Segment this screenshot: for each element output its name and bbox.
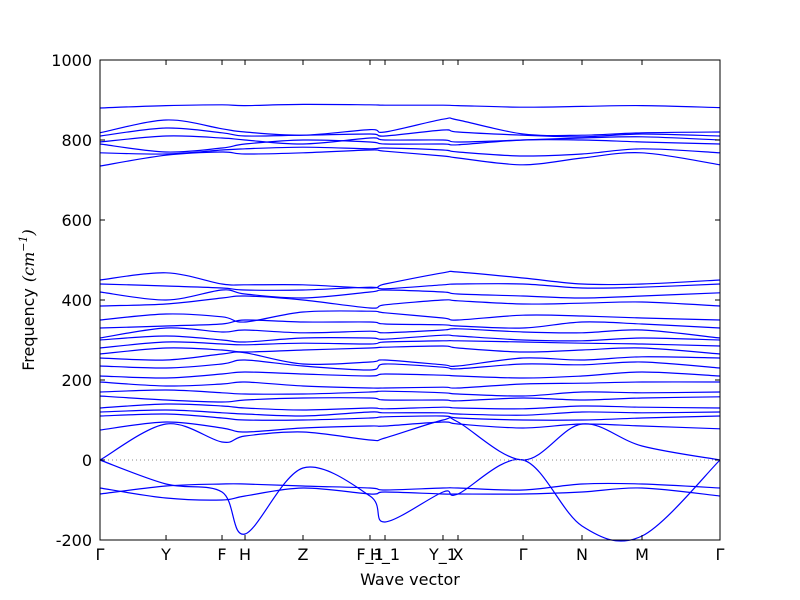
band-line bbox=[99, 310, 721, 323]
band-line bbox=[99, 295, 721, 309]
band-line bbox=[99, 409, 721, 417]
y-tick-label: -200 bbox=[56, 531, 92, 550]
band-line bbox=[99, 416, 721, 461]
band-line bbox=[99, 458, 721, 542]
y-axis-title-text: Frequency bbox=[19, 288, 38, 371]
x-tick-label: Y bbox=[160, 545, 171, 564]
x-tick-label: X bbox=[453, 545, 464, 564]
y-tick-label: 1000 bbox=[51, 51, 92, 70]
band-line bbox=[99, 149, 721, 167]
band-line bbox=[99, 117, 721, 137]
x-tick-label: M bbox=[635, 545, 649, 564]
band-line bbox=[99, 103, 721, 109]
x-tick-label: Γ bbox=[716, 545, 725, 564]
band-line bbox=[99, 327, 721, 339]
x-axis-title: Wave vector bbox=[360, 570, 460, 589]
x-tick-label: Y_1 bbox=[428, 545, 457, 565]
band-line bbox=[99, 135, 721, 145]
x-tick-label: F_1 bbox=[356, 545, 383, 565]
band-line bbox=[99, 289, 721, 301]
band-line bbox=[99, 334, 721, 343]
band-line bbox=[99, 319, 721, 329]
x-tick-label: H bbox=[239, 545, 251, 564]
y-tick-label: 800 bbox=[61, 131, 92, 150]
x-tick-label: N bbox=[576, 545, 588, 564]
x-tick-label: Z bbox=[298, 545, 309, 564]
band-line bbox=[99, 381, 721, 389]
band-line bbox=[99, 146, 721, 157]
band-line bbox=[99, 270, 721, 289]
y-tick-label: 200 bbox=[61, 371, 92, 390]
y-axis: -200 0 200 400 600 800 1000 bbox=[51, 51, 720, 550]
y-tick-label: 400 bbox=[61, 291, 92, 310]
band-line bbox=[99, 345, 721, 355]
band-line bbox=[99, 371, 721, 379]
band-line bbox=[99, 351, 721, 368]
band-line bbox=[99, 482, 721, 495]
x-tick-label: F bbox=[217, 545, 226, 564]
band-line bbox=[99, 395, 721, 403]
y-tick-label: 0 bbox=[82, 451, 92, 470]
band-line bbox=[99, 138, 721, 153]
band-line bbox=[99, 487, 721, 501]
band-line bbox=[99, 403, 721, 411]
band-line bbox=[99, 340, 721, 349]
x-tick-label: Γ bbox=[519, 545, 528, 564]
band-line bbox=[99, 359, 721, 371]
x-tick-label: H_1 bbox=[370, 545, 400, 565]
x-axis: Γ Y F H Z F_1H_1 Y_1X Γ N M Γ bbox=[96, 60, 725, 565]
y-tick-label: 600 bbox=[61, 211, 92, 230]
band-line bbox=[99, 413, 721, 421]
x-tick-label: Γ bbox=[96, 545, 105, 564]
band-line bbox=[99, 283, 721, 291]
band-line bbox=[99, 389, 721, 397]
series-group bbox=[99, 103, 721, 542]
band-line bbox=[99, 127, 721, 138]
y-axis-title: Frequency(cm−1) bbox=[17, 229, 38, 371]
